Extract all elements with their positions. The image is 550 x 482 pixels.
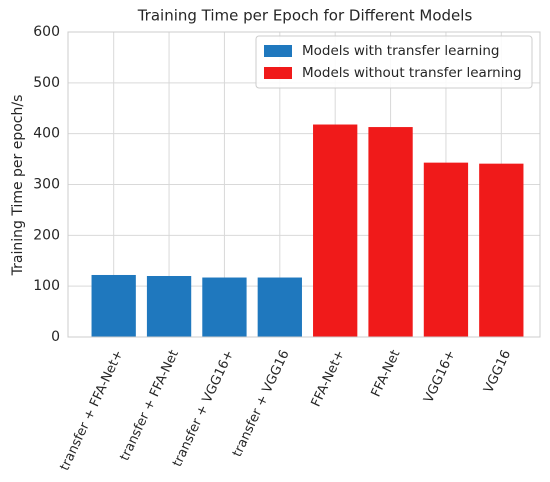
y-tick-label: 600 xyxy=(33,24,60,40)
y-tick-label: 200 xyxy=(33,227,60,243)
x-tick-label: VGG16+ xyxy=(421,348,458,406)
bar xyxy=(202,277,247,337)
bar xyxy=(479,163,524,337)
bar xyxy=(91,274,136,337)
legend-swatch xyxy=(264,67,292,79)
x-tick-label: transfer + VGG16+ xyxy=(170,348,237,469)
x-tick-label: transfer + FFA-Net+ xyxy=(57,348,126,473)
x-tick-label: VGG16 xyxy=(481,348,514,396)
legend-label: Models with transfer learning xyxy=(302,43,499,59)
bar xyxy=(257,277,302,337)
x-tick-label: FFA-Net xyxy=(369,348,404,400)
bar xyxy=(313,124,358,338)
y-tick-label: 400 xyxy=(33,126,60,142)
bar xyxy=(368,127,413,337)
plot-frame xyxy=(67,31,541,338)
y-tick-label: 100 xyxy=(33,278,60,294)
bar xyxy=(423,162,469,337)
x-tick-label: transfer + VGG16 xyxy=(230,348,293,460)
legend-box xyxy=(255,35,533,89)
y-tick-label: 500 xyxy=(33,75,60,91)
chart-title: Training Time per Epoch for Different Mo… xyxy=(137,7,473,25)
x-tick-label: FFA-Net+ xyxy=(309,348,348,409)
legend-swatch xyxy=(264,45,292,57)
y-axis-label: Training Time per epoch/s xyxy=(10,95,26,277)
y-tick-label: 300 xyxy=(33,177,60,193)
y-tick-label: 0 xyxy=(51,329,60,345)
legend-label: Models without transfer learning xyxy=(302,65,522,81)
bar xyxy=(146,276,192,337)
x-tick-label: transfer + FFA-Net xyxy=(117,348,181,463)
